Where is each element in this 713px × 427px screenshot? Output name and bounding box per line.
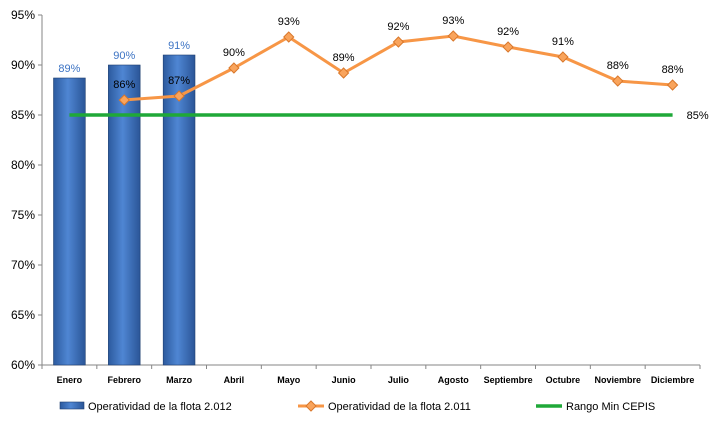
line-data-label: 92% <box>497 26 519 38</box>
line-marker <box>283 31 295 43</box>
legend-label-cepis: Rango Min CEPIS <box>566 401 655 413</box>
legend: Operatividad de la flota 2.012 Operativid… <box>59 400 655 413</box>
line-data-label: 93% <box>278 16 300 28</box>
line-data-label: 88% <box>607 60 629 72</box>
y-tick-label: 60% <box>11 358 35 372</box>
line-marker <box>228 62 240 74</box>
line-marker <box>337 67 350 79</box>
x-tick-label: Noviembre <box>594 375 641 385</box>
x-tick-label: Septiembre <box>484 375 533 385</box>
legend-label-2011: Operatividad de la flota 2.011 <box>328 401 471 413</box>
plot-area: 60% 65% 70% 75% 80% 85% 90% 95% Enero Febrero Marz… <box>11 8 709 385</box>
y-tick-label: 80% <box>11 158 35 172</box>
x-tick-label: Mayo <box>277 375 301 385</box>
bar <box>108 64 141 366</box>
y-tick-label: 85% <box>11 108 35 122</box>
line-marker <box>447 30 459 42</box>
x-tick-label: Febrero <box>107 375 141 385</box>
bar <box>53 77 86 366</box>
y-tick-label: 95% <box>11 8 35 22</box>
line-marker <box>557 51 569 63</box>
x-tick-label: Octubre <box>546 375 581 385</box>
line-data-label: 90% <box>223 47 245 59</box>
line-data-label: 93% <box>442 15 464 27</box>
line-data-label: 89% <box>333 52 355 64</box>
legend-swatch-2012 <box>59 401 85 410</box>
legend-label-2012: Operatividad de la flota 2.012 <box>88 401 232 413</box>
line-data-label: 88% <box>662 64 684 76</box>
y-tick-label: 65% <box>11 308 35 322</box>
line-marker <box>392 36 405 48</box>
line-marker <box>666 79 679 91</box>
x-tick-label: Julio <box>388 375 410 385</box>
bar-data-label: 89% <box>58 63 80 75</box>
x-tick-label: Abril <box>224 375 245 385</box>
x-tick-label: Agosto <box>438 375 469 385</box>
line-marker <box>118 94 130 106</box>
bar <box>162 54 196 366</box>
bar-data-label: 91% <box>168 40 190 52</box>
y-tick-label: 70% <box>11 258 35 272</box>
line-marker <box>502 41 514 53</box>
line-marker <box>612 75 624 87</box>
x-tick-label: Junio <box>332 375 357 385</box>
line-data-label: 92% <box>387 21 409 33</box>
line-data-label: 91% <box>552 36 574 48</box>
cepis-data-label: 85% <box>687 110 709 122</box>
bar-data-label: 90% <box>113 50 135 62</box>
y-tick-label: 90% <box>11 58 35 72</box>
x-tick-label: Enero <box>57 375 83 385</box>
line-data-label: 86% <box>113 79 135 91</box>
x-tick-label: Diciembre <box>651 375 695 385</box>
x-tick-label: Marzo <box>166 375 193 385</box>
line-data-label: 87% <box>168 75 190 87</box>
legend-marker-2011 <box>305 400 317 412</box>
y-tick-label: 75% <box>11 208 35 222</box>
line-marker <box>173 90 185 102</box>
